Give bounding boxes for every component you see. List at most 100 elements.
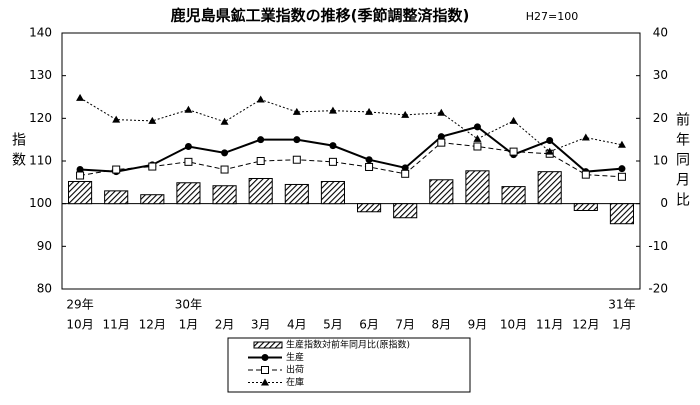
point <box>292 155 301 164</box>
point <box>365 162 374 171</box>
point <box>148 116 157 124</box>
legend-marker <box>261 378 269 386</box>
point <box>184 157 193 166</box>
point <box>437 138 446 147</box>
legend-swatch <box>253 341 283 349</box>
point <box>329 142 337 150</box>
bar <box>573 203 598 211</box>
point <box>220 165 229 174</box>
point <box>76 166 84 174</box>
x-year-label: 31年 <box>608 298 635 312</box>
chart-title: 鹿児島県鉱工業指数の推移(季節調整済指数) <box>171 7 470 25</box>
x-tick-label: 1月 <box>612 318 632 332</box>
point <box>256 95 265 103</box>
legend-marker <box>261 354 269 361</box>
line <box>79 97 623 153</box>
legend-label: 生産指数対前年同月比(原指数) <box>286 339 410 351</box>
y2-axis-label: 前年同月比 <box>674 111 690 212</box>
bar <box>176 182 201 205</box>
point <box>184 142 192 150</box>
x-tick-label: 1月 <box>179 318 199 332</box>
point <box>473 142 482 151</box>
x-year-label: 30年 <box>175 298 202 312</box>
y-tick-label: 80 <box>37 282 52 296</box>
x-tick-label: 10月 <box>500 318 527 332</box>
bar <box>429 179 454 205</box>
x-tick-label: 11月 <box>103 318 130 332</box>
x-tick-label: 9月 <box>468 318 488 332</box>
y2-tick-label: 0 <box>660 196 668 210</box>
y2-tick-label: 10 <box>653 154 668 168</box>
point <box>148 162 157 171</box>
point <box>401 164 409 172</box>
point <box>617 172 626 181</box>
bar <box>393 203 418 219</box>
x-tick-label: 4月 <box>287 318 307 332</box>
chart-subtitle: H27=100 <box>526 10 578 23</box>
point <box>293 136 301 144</box>
bar <box>68 180 93 205</box>
point <box>256 157 265 165</box>
point <box>473 123 481 131</box>
y2-tick-label: 30 <box>653 68 668 82</box>
point <box>509 116 518 124</box>
point <box>401 169 410 178</box>
point <box>365 156 373 164</box>
point <box>328 106 337 114</box>
x-tick-label: 12月 <box>139 318 166 332</box>
x-tick-label: 3月 <box>251 318 271 332</box>
point <box>76 93 85 101</box>
bar <box>609 203 634 225</box>
bar <box>537 171 562 205</box>
x-tick-label: 11月 <box>536 318 563 332</box>
bar <box>284 183 309 205</box>
y-tick-label: 100 <box>29 196 52 210</box>
point <box>292 107 301 115</box>
point <box>112 115 121 123</box>
point <box>545 147 554 155</box>
y-tick-label: 90 <box>37 239 52 253</box>
y2-tick-label: -20 <box>648 282 668 296</box>
x-year-label: 29年 <box>66 298 93 312</box>
plot-frame <box>61 32 641 290</box>
legend-marker <box>261 366 269 374</box>
point <box>257 136 265 144</box>
y2-tick-label: 20 <box>653 111 668 125</box>
legend-label: 生産 <box>286 351 304 363</box>
y-tick-label: 110 <box>29 154 52 168</box>
x-tick-label: 2月 <box>215 318 235 332</box>
x-tick-label: 12月 <box>572 318 599 332</box>
bar <box>320 180 345 205</box>
point <box>112 165 121 174</box>
y-tick-label: 130 <box>29 68 52 82</box>
point <box>581 170 590 179</box>
line <box>80 125 623 173</box>
y-tick-label: 140 <box>29 26 52 40</box>
x-tick-label: 5月 <box>323 318 343 332</box>
point <box>184 105 193 113</box>
bar <box>501 186 526 205</box>
bar <box>212 185 237 205</box>
point <box>581 133 590 141</box>
x-tick-label: 8月 <box>431 318 451 332</box>
point <box>220 117 229 125</box>
y2-tick-label: -10 <box>648 239 668 253</box>
line <box>79 142 622 178</box>
point <box>365 107 374 115</box>
point <box>328 157 337 166</box>
bar <box>248 177 273 205</box>
x-tick-label: 6月 <box>359 318 379 332</box>
bar <box>140 194 165 205</box>
legend-label: 出荷 <box>286 364 304 376</box>
point <box>618 165 626 173</box>
legend-label: 在庫 <box>286 376 304 388</box>
point <box>509 147 518 156</box>
point <box>76 171 85 180</box>
y-axis-label: 指数 <box>10 132 26 172</box>
x-tick-label: 7月 <box>395 318 415 332</box>
point <box>546 137 554 145</box>
point <box>437 133 445 141</box>
bar <box>104 190 129 205</box>
point <box>473 134 482 142</box>
